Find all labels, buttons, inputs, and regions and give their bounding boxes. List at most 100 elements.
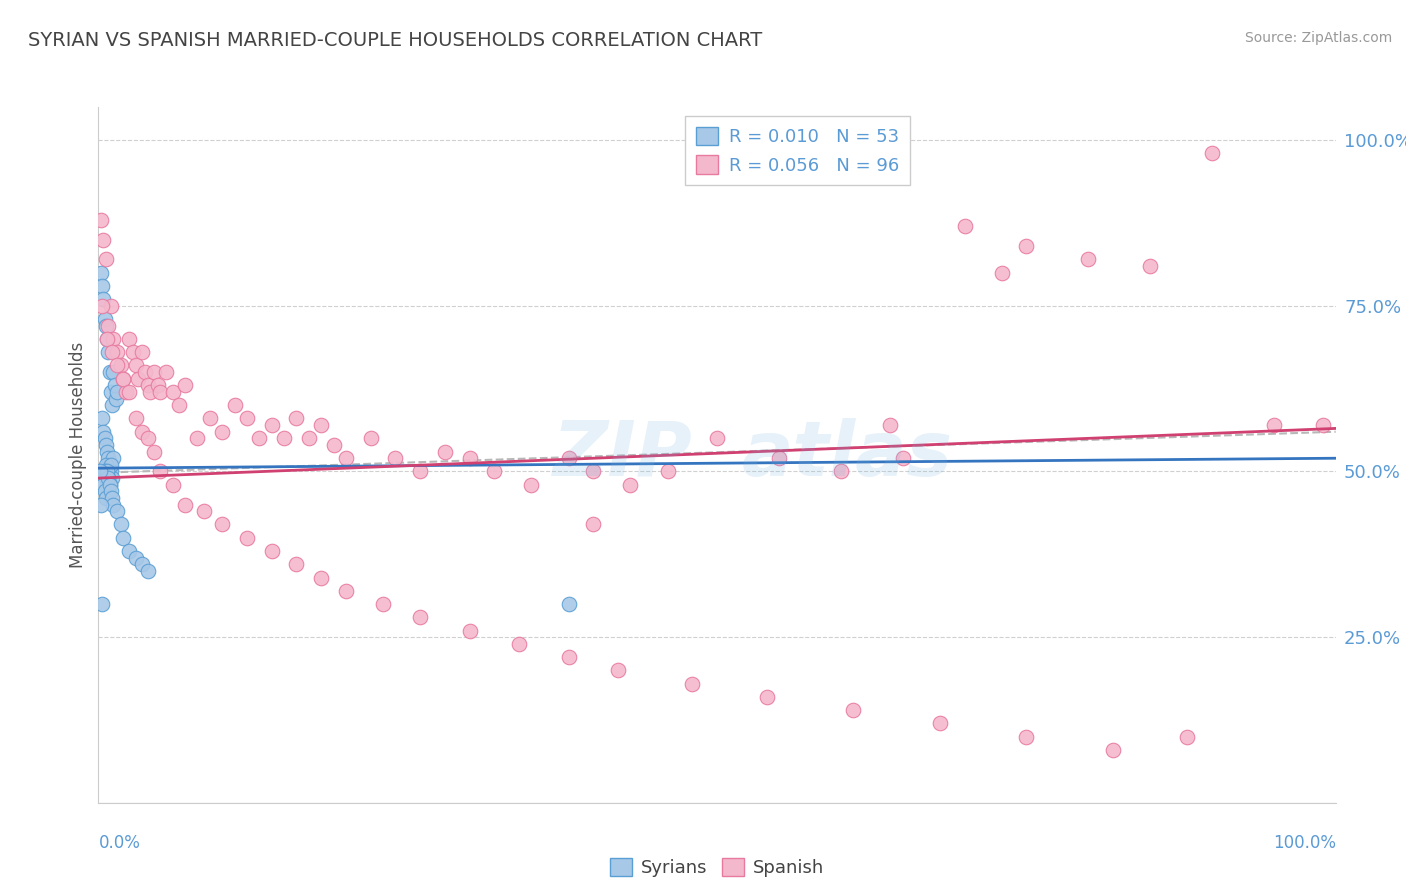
Point bbox=[309, 418, 332, 433]
Point bbox=[755, 690, 778, 704]
Point bbox=[557, 451, 579, 466]
Point bbox=[136, 378, 159, 392]
Y-axis label: Married-couple Households: Married-couple Households bbox=[69, 342, 87, 568]
Point bbox=[520, 477, 543, 491]
Point bbox=[508, 637, 530, 651]
Point bbox=[112, 372, 135, 386]
Point bbox=[93, 477, 115, 491]
Point bbox=[830, 465, 852, 479]
Point bbox=[309, 570, 332, 584]
Point bbox=[96, 444, 118, 458]
Point bbox=[1102, 743, 1125, 757]
Point bbox=[96, 332, 118, 346]
Point bbox=[118, 384, 141, 399]
Point bbox=[105, 384, 128, 399]
Point bbox=[105, 504, 128, 518]
Point bbox=[97, 318, 120, 333]
Point bbox=[124, 550, 146, 565]
Point bbox=[97, 471, 120, 485]
Point bbox=[681, 676, 703, 690]
Point bbox=[1015, 730, 1038, 744]
Point bbox=[260, 544, 283, 558]
Point bbox=[94, 438, 117, 452]
Point bbox=[110, 359, 132, 373]
Point bbox=[557, 650, 579, 665]
Point bbox=[97, 471, 120, 485]
Point bbox=[127, 372, 149, 386]
Point bbox=[298, 431, 321, 445]
Point bbox=[100, 384, 122, 399]
Point bbox=[322, 438, 344, 452]
Point bbox=[131, 425, 153, 439]
Point bbox=[433, 444, 456, 458]
Point bbox=[103, 378, 125, 392]
Point bbox=[101, 471, 124, 485]
Point bbox=[186, 431, 208, 445]
Point bbox=[93, 431, 115, 445]
Point bbox=[149, 465, 172, 479]
Point bbox=[143, 365, 166, 379]
Point bbox=[891, 451, 914, 466]
Point bbox=[103, 365, 125, 379]
Point bbox=[89, 465, 111, 479]
Point bbox=[273, 431, 295, 445]
Point bbox=[134, 365, 156, 379]
Point bbox=[94, 458, 117, 472]
Point bbox=[94, 318, 117, 333]
Point bbox=[94, 491, 117, 505]
Point bbox=[484, 465, 506, 479]
Point bbox=[557, 597, 579, 611]
Point bbox=[101, 491, 124, 505]
Point bbox=[1015, 239, 1038, 253]
Point bbox=[100, 484, 122, 499]
Point bbox=[90, 266, 112, 280]
Point bbox=[224, 398, 246, 412]
Point bbox=[285, 558, 308, 572]
Point bbox=[236, 531, 259, 545]
Point bbox=[146, 378, 169, 392]
Point bbox=[619, 477, 641, 491]
Point bbox=[98, 477, 121, 491]
Point bbox=[93, 312, 115, 326]
Point bbox=[91, 411, 114, 425]
Point bbox=[953, 219, 976, 234]
Point bbox=[842, 703, 865, 717]
Text: atlas: atlas bbox=[742, 418, 953, 491]
Point bbox=[104, 392, 127, 406]
Point bbox=[98, 477, 121, 491]
Text: 0.0%: 0.0% bbox=[98, 834, 141, 852]
Point bbox=[1175, 730, 1198, 744]
Point bbox=[1263, 418, 1285, 433]
Point bbox=[1139, 259, 1161, 273]
Point bbox=[97, 484, 120, 499]
Point bbox=[114, 384, 136, 399]
Point bbox=[162, 384, 184, 399]
Point bbox=[260, 418, 283, 433]
Point bbox=[247, 431, 270, 445]
Point bbox=[94, 252, 117, 267]
Point bbox=[91, 597, 114, 611]
Point bbox=[458, 624, 481, 638]
Point bbox=[174, 378, 197, 392]
Point bbox=[582, 517, 605, 532]
Point bbox=[96, 332, 118, 346]
Point bbox=[409, 610, 432, 624]
Point bbox=[582, 465, 605, 479]
Point bbox=[990, 266, 1012, 280]
Point bbox=[236, 411, 259, 425]
Point bbox=[458, 451, 481, 466]
Point bbox=[124, 359, 146, 373]
Text: ZIP: ZIP bbox=[553, 418, 692, 491]
Point bbox=[124, 411, 146, 425]
Point bbox=[90, 498, 112, 512]
Point bbox=[1077, 252, 1099, 267]
Point bbox=[149, 384, 172, 399]
Point bbox=[409, 465, 432, 479]
Point bbox=[211, 425, 233, 439]
Point bbox=[100, 458, 122, 472]
Point bbox=[93, 484, 115, 499]
Point bbox=[1201, 146, 1223, 161]
Point bbox=[879, 418, 901, 433]
Point bbox=[167, 398, 190, 412]
Point bbox=[706, 431, 728, 445]
